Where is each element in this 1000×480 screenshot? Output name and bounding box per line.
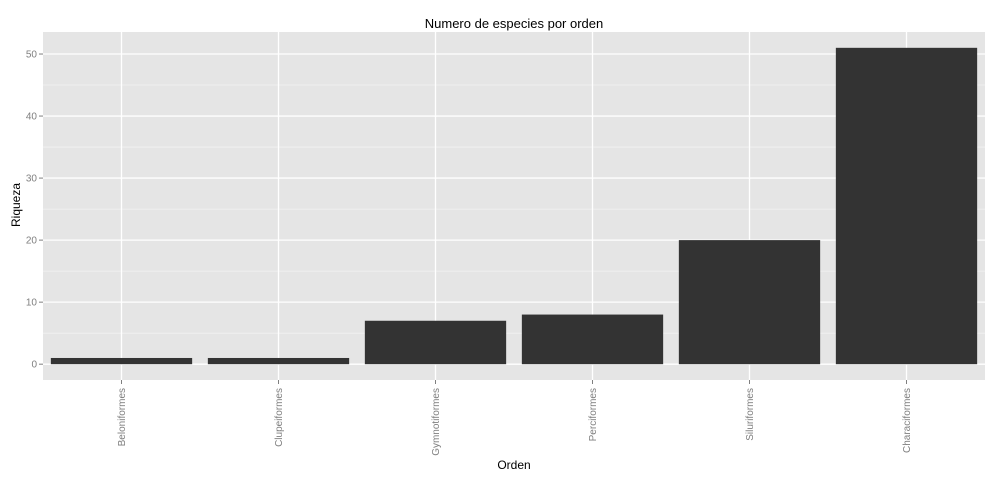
x-tick-label: Characiformes (902, 388, 913, 453)
plot-panel (43, 32, 985, 380)
y-axis-title: Riqueza (9, 183, 23, 227)
y-tick-label: 20 (26, 236, 38, 247)
bar-gymnotiformes (364, 320, 507, 365)
bar-characiformes (835, 47, 978, 365)
bar-beloniformes (50, 357, 193, 365)
y-tick-label: 40 (26, 112, 38, 123)
x-tick-label: Perciformes (588, 388, 599, 441)
bar-perciformes (521, 314, 664, 365)
x-tick-label: Siluriformes (745, 388, 756, 441)
minor-gridlines (43, 84, 985, 334)
y-tick-label: 0 (31, 360, 37, 371)
x-tick-label: Clupeiformes (274, 388, 285, 447)
bars (50, 47, 978, 365)
y-tick-label: 50 (26, 50, 38, 61)
major-gridlines (43, 32, 985, 380)
bar-siluriformes (678, 240, 821, 365)
y-axis: 0 10 20 30 40 50 (26, 50, 43, 371)
y-tick-label: 30 (26, 174, 38, 185)
y-tick-label: 10 (26, 298, 38, 309)
x-tick-label: Beloniformes (117, 388, 128, 446)
bar-clupeiformes (207, 357, 350, 365)
chart-title: Numero de especies por orden (425, 16, 604, 31)
x-tick-label: Gymnotiformes (431, 388, 442, 456)
x-axis: Beloniformes Clupeiformes Gymnotiformes Per… (117, 380, 913, 456)
x-axis-title: Orden (497, 458, 530, 472)
